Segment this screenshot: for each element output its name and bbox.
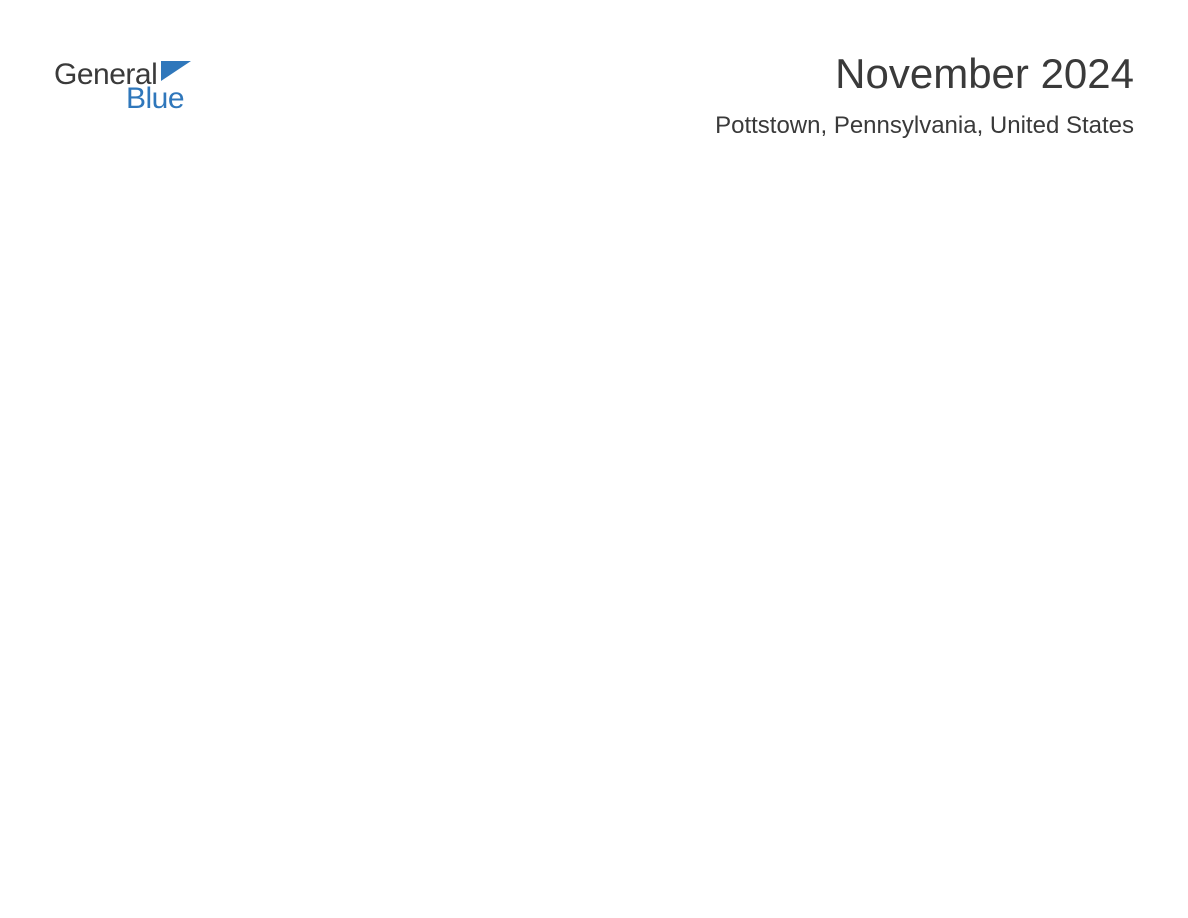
title-block: November 2024 Pottstown, Pennsylvania, U… bbox=[715, 40, 1134, 140]
logo: General Blue bbox=[54, 58, 191, 116]
header: General Blue November 2024 Pottstown, Pe… bbox=[54, 40, 1134, 140]
logo-word-blue: Blue bbox=[126, 82, 191, 116]
month-title: November 2024 bbox=[715, 50, 1134, 98]
location-subtitle: Pottstown, Pennsylvania, United States bbox=[715, 112, 1134, 140]
